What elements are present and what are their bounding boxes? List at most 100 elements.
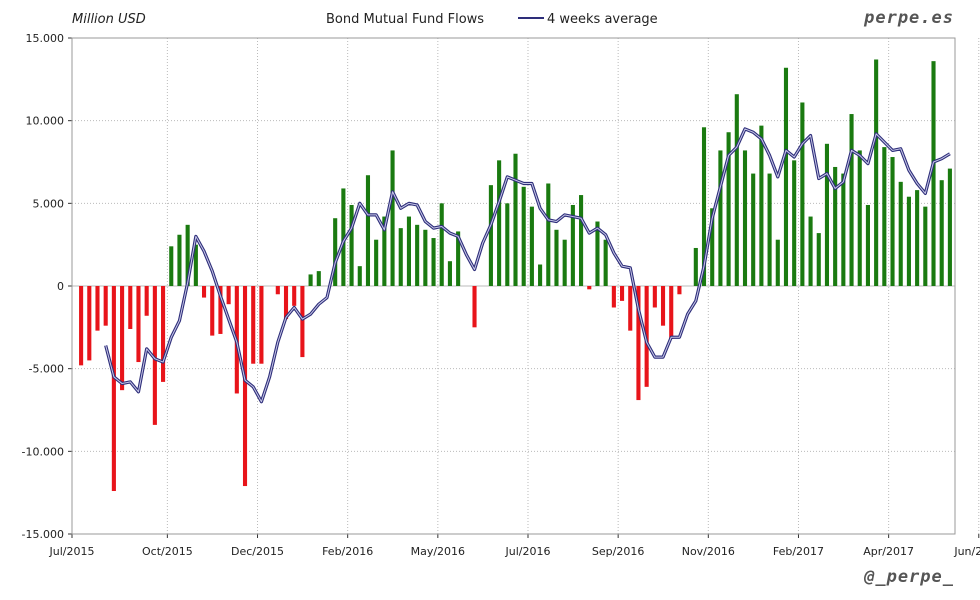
flow-bar xyxy=(497,160,502,286)
flow-bar xyxy=(316,271,321,286)
x-tick-label: Oct/2015 xyxy=(142,545,193,558)
y-tick-label: 15.000 xyxy=(26,32,65,45)
flow-bar xyxy=(144,286,149,316)
flow-bar xyxy=(152,286,157,425)
flow-bar xyxy=(628,286,633,331)
flow-bar xyxy=(898,181,903,286)
flow-bar xyxy=(734,94,739,287)
flow-bar xyxy=(603,239,608,286)
flow-bar xyxy=(193,244,198,286)
flow-bar xyxy=(906,196,911,286)
flow-bar xyxy=(87,286,92,361)
flow-bar xyxy=(431,238,436,286)
flow-bar xyxy=(390,150,395,286)
flow-bar xyxy=(521,186,526,286)
x-tick-label: Sep/2016 xyxy=(592,545,644,558)
legend-label: 4 weeks average xyxy=(547,12,658,27)
flow-bar xyxy=(857,150,862,286)
flow-bar xyxy=(488,185,493,286)
average-line-group xyxy=(104,127,951,404)
flow-bar xyxy=(456,231,461,286)
flow-bar xyxy=(718,150,723,286)
x-tick-label: Jul/2015 xyxy=(49,545,95,558)
x-tick-label: Nov/2016 xyxy=(682,545,735,558)
flow-bar xyxy=(103,286,108,326)
flow-bar xyxy=(660,286,666,326)
flow-bar xyxy=(546,183,551,286)
x-tick-label: Jul/2016 xyxy=(505,545,551,558)
flow-bar xyxy=(292,286,297,306)
flow-bar xyxy=(570,204,575,286)
x-tick-label: May/2016 xyxy=(411,545,465,558)
flow-bar xyxy=(890,157,895,286)
flow-bar xyxy=(415,224,420,286)
flow-bar xyxy=(185,224,190,286)
flow-bar xyxy=(529,206,534,286)
flow-bar xyxy=(792,160,797,286)
flow-bar xyxy=(669,286,674,339)
y-tick-label: 5.000 xyxy=(33,197,65,210)
flow-bar xyxy=(538,264,543,286)
flow-bar xyxy=(865,204,870,286)
flow-bar xyxy=(849,114,854,286)
flow-bar xyxy=(300,286,305,358)
y-tick-label: -5.000 xyxy=(29,363,64,376)
flow-bar xyxy=(505,203,510,286)
flow-bar xyxy=(341,188,346,286)
flow-bar xyxy=(406,216,411,286)
flow-bar xyxy=(349,204,354,286)
flow-bar xyxy=(447,261,452,286)
flow-bar xyxy=(693,247,698,286)
brand-watermark-bottom: @_perpe_ xyxy=(863,567,954,587)
flow-bar xyxy=(333,218,338,286)
flow-bar xyxy=(636,286,641,401)
plot-frame xyxy=(71,37,956,535)
flow-bar xyxy=(226,286,231,305)
flow-bar xyxy=(398,228,403,286)
flow-bar xyxy=(562,239,567,286)
flow-bar xyxy=(800,102,805,286)
flow-bar xyxy=(947,168,952,286)
flow-bar xyxy=(357,266,362,286)
flow-bar xyxy=(382,216,387,286)
flow-bar xyxy=(833,166,838,286)
flow-bar xyxy=(513,153,518,286)
axes-group: 15.000 10.000 5.000 0 -5.000 -10.000 -15.000 Ju… xyxy=(22,32,980,558)
flow-bar xyxy=(783,67,789,286)
y-tick-label: -10.000 xyxy=(22,445,64,458)
x-tick-label: Feb/2017 xyxy=(773,545,824,558)
y-tick-label: 0 xyxy=(57,280,64,293)
y-tick-label: -15.000 xyxy=(22,528,64,541)
flow-bar xyxy=(775,239,780,286)
flow-bar xyxy=(242,286,248,487)
flow-bar xyxy=(79,286,84,366)
flow-bar xyxy=(128,286,133,329)
flow-bar xyxy=(915,190,920,286)
x-tick-label: Apr/2017 xyxy=(863,545,914,558)
flow-bar xyxy=(365,175,371,286)
flow-bar xyxy=(611,286,616,308)
flow-bar xyxy=(136,286,141,363)
flow-bar xyxy=(652,286,657,308)
flow-bar xyxy=(201,286,207,298)
flow-bar xyxy=(374,239,379,286)
flow-bar xyxy=(824,143,830,286)
flow-bar xyxy=(308,274,313,286)
flow-bar xyxy=(259,286,264,364)
flow-bar xyxy=(808,216,813,286)
flow-bar xyxy=(595,221,600,286)
flow-bar xyxy=(939,180,944,286)
brand-watermark-top: perpe.es xyxy=(863,8,954,28)
flow-bar xyxy=(701,127,707,286)
flow-bar xyxy=(95,286,100,331)
flow-bar xyxy=(169,246,174,286)
flow-bar xyxy=(816,233,821,286)
flow-bar xyxy=(120,286,125,391)
x-tick-label: Jun/2017 xyxy=(953,545,980,558)
x-tick-label: Feb/2016 xyxy=(322,545,373,558)
average-line-outer xyxy=(104,127,951,404)
flow-bar xyxy=(423,229,428,286)
flow-bar xyxy=(161,286,166,382)
flow-bar xyxy=(767,173,772,286)
